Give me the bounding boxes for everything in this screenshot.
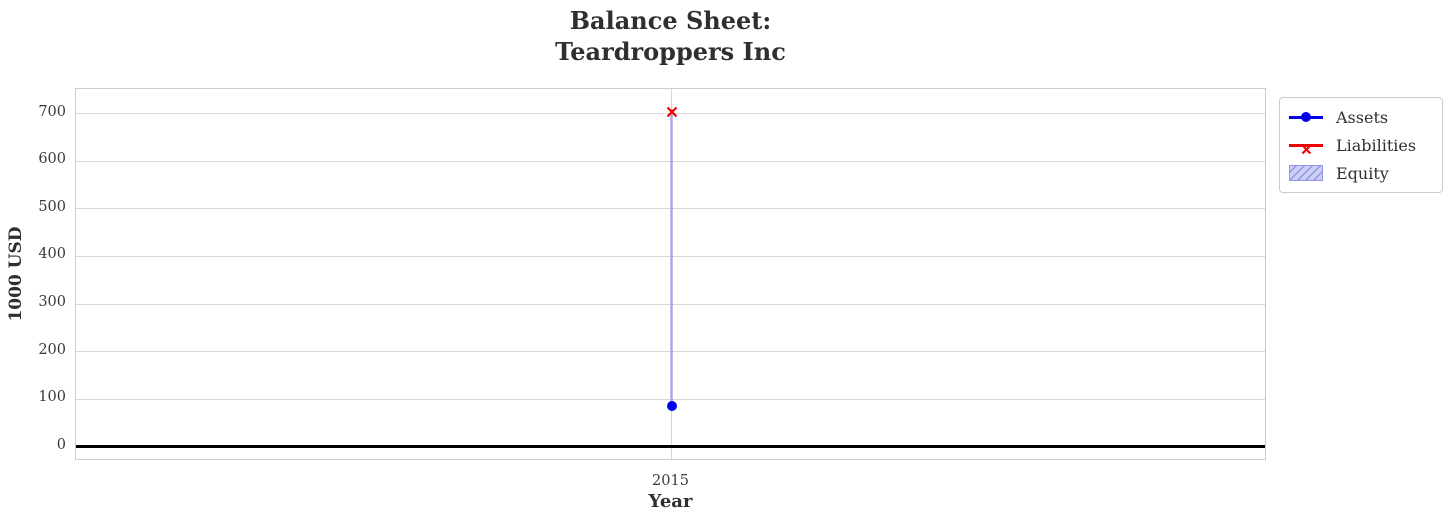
marker-assets: [666, 401, 677, 412]
y-tick-label-400: 400: [38, 246, 66, 263]
legend-swatch-assets: [1289, 109, 1323, 125]
chart-title: Balance Sheet: Teardroppers Inc: [75, 5, 1266, 67]
gridline-x-2015: [671, 89, 672, 459]
chart-title-line-2: Teardroppers Inc: [555, 37, 786, 66]
chart-title-line-1: Balance Sheet:: [569, 6, 772, 35]
y-tick-label-500: 500: [38, 198, 66, 215]
x-tick-label: 2015: [652, 473, 689, 489]
legend-label-liabilities: Liabilities: [1336, 135, 1417, 155]
plot-area: [75, 88, 1266, 460]
legend-item-assets: Assets: [1289, 105, 1434, 129]
legend-item-liabilities: Liabilities: [1289, 133, 1434, 157]
legend-swatch-equity: [1289, 165, 1323, 181]
circle-marker-icon: [1301, 112, 1311, 122]
zero-axhline: [76, 445, 1265, 448]
legend-swatch-liabilities: [1289, 137, 1323, 154]
legend: Assets Liabilities Equity: [1279, 97, 1443, 193]
legend-label-equity: Equity: [1336, 163, 1389, 183]
y-tick-label-600: 600: [38, 151, 66, 168]
legend-item-equity: Equity: [1289, 161, 1434, 185]
gridline-y-500: [76, 208, 1265, 210]
hatched-patch-icon: [1289, 165, 1323, 181]
equity-band: [670, 108, 673, 407]
gridline-y-400: [76, 255, 1265, 257]
y-tick-label-300: 300: [38, 294, 66, 311]
y-tick-label-200: 200: [38, 341, 66, 358]
gridline-y-300: [76, 303, 1265, 305]
gridline-y-200: [76, 351, 1265, 353]
y-tick-label-700: 700: [38, 103, 66, 120]
y-tick-label-0: 0: [56, 436, 66, 453]
x-marker-icon: [666, 106, 677, 118]
x-marker-icon: [1301, 140, 1312, 159]
line-x-icon: [1289, 143, 1323, 147]
gridline-y-600: [76, 160, 1265, 162]
y-tick-label-100: 100: [38, 389, 66, 406]
marker-liabilities: [666, 103, 678, 122]
gridline-y-100: [76, 398, 1265, 400]
x-axis-label: Year: [648, 491, 693, 512]
legend-label-assets: Assets: [1336, 107, 1389, 127]
